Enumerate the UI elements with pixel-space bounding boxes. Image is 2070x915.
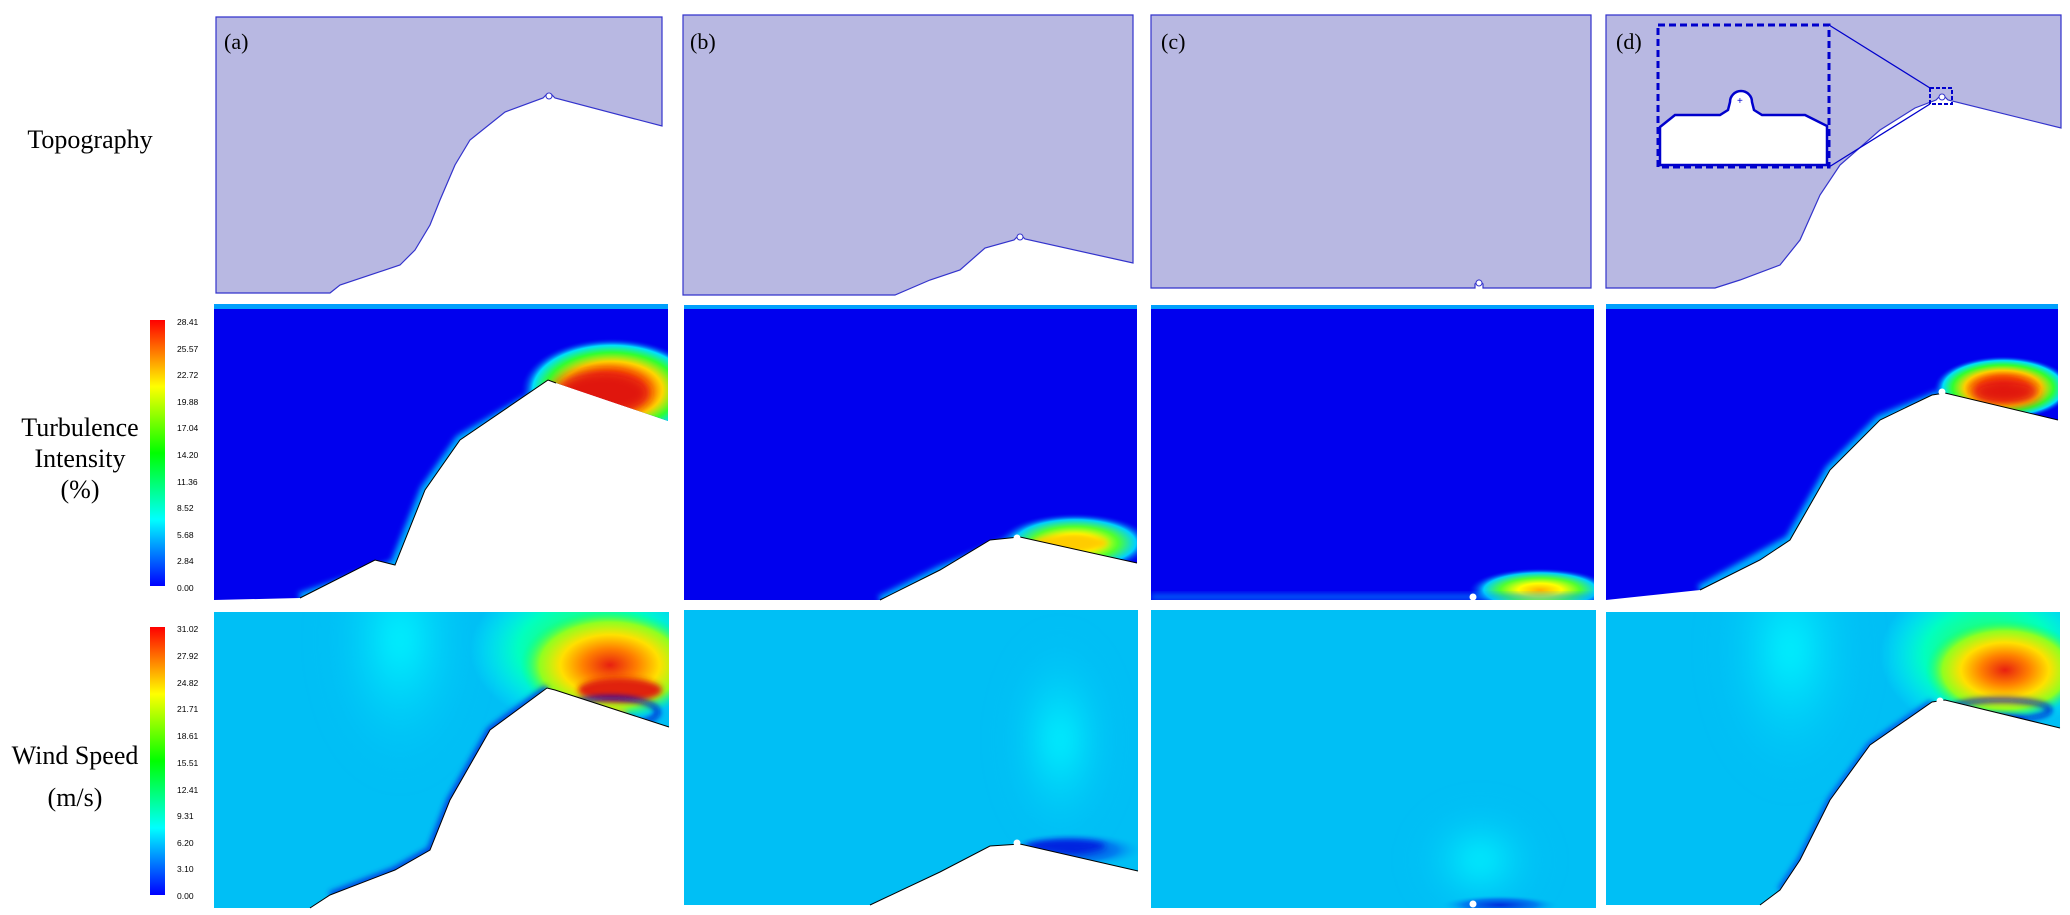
structure-marker-d xyxy=(1938,93,1946,101)
ti-tick-7: 8.52 xyxy=(177,503,194,513)
ws-tick-5: 15.51 xyxy=(177,758,199,768)
ti-tick-1: 25.57 xyxy=(177,344,199,354)
zoom-connector-top xyxy=(1828,24,1931,89)
terrain-ws-a xyxy=(309,687,670,909)
turbulence-panel-c xyxy=(1151,305,1594,600)
domain-shape-c xyxy=(1150,14,1592,289)
turbulence-panel-d xyxy=(1606,304,2058,600)
ws-tick-3: 21.71 xyxy=(177,704,199,714)
ti-tick-3: 19.88 xyxy=(177,397,199,407)
ti-tick-4: 17.04 xyxy=(177,423,199,433)
turbulence-panel-b xyxy=(684,305,1137,600)
structure-ws-c xyxy=(1469,900,1477,908)
ti-tick-0: 28.41 xyxy=(177,317,199,327)
ws-tick-9: 3.10 xyxy=(177,864,194,874)
turbulence-colorbar-strip xyxy=(150,320,165,586)
topography-panel-b: (b) xyxy=(682,14,1134,296)
terrain-ti-a xyxy=(299,379,557,599)
row-label-turbulence: Turbulence Intensity (%) xyxy=(0,412,160,505)
wind-panel-b xyxy=(684,610,1138,905)
ti-tick-5: 14.20 xyxy=(177,450,199,460)
turbulence-colorbar: 28.41 25.57 22.72 19.88 17.04 14.20 11.3… xyxy=(150,317,199,593)
ws-tick-8: 6.20 xyxy=(177,838,194,848)
ws-tick-6: 12.41 xyxy=(177,785,199,795)
terrain-ti-b xyxy=(879,536,1138,601)
row-label-wind-line2: (m/s) xyxy=(47,783,103,812)
ws-tick-7: 9.31 xyxy=(177,811,194,821)
ti-tick-10: 0.00 xyxy=(177,583,194,593)
topography-panel-d: + (d) xyxy=(1605,14,2062,289)
structure-marker-c xyxy=(1475,279,1483,287)
zoom-connector-bottom xyxy=(1828,103,1931,168)
row-label-turbulence-line2: Intensity xyxy=(34,444,126,473)
ti-tick-6: 11.36 xyxy=(177,477,198,487)
terrain-ws-b xyxy=(869,843,1139,906)
structure-ti-d xyxy=(1938,388,1946,396)
panel-label-b: (b) xyxy=(690,29,716,54)
turbulence-colorbar-ticks: 28.41 25.57 22.72 19.88 17.04 14.20 11.3… xyxy=(177,317,199,593)
inset-centre-marker: + xyxy=(1737,96,1743,107)
row-label-turbulence-line3: (%) xyxy=(60,475,100,504)
row-label-turbulence-line1: Turbulence xyxy=(21,413,139,442)
domain-shape-a xyxy=(215,16,663,294)
wind-panel-c xyxy=(1151,610,1596,908)
panel-label-a: (a) xyxy=(224,29,248,54)
ti-tick-8: 5.68 xyxy=(177,530,194,540)
structure-ws-b xyxy=(1013,839,1021,847)
ws-tick-2: 24.82 xyxy=(177,678,199,688)
wind-colorbar: 31.02 27.92 24.82 21.71 18.61 15.51 12.4… xyxy=(150,624,199,901)
zoom-source-box xyxy=(1929,87,1953,105)
ti-tick-9: 2.84 xyxy=(177,556,194,566)
wind-colorbar-strip xyxy=(150,627,165,895)
ws-tick-1: 27.92 xyxy=(177,651,199,661)
row-label-wind-speed: Wind Speed (m/s) xyxy=(0,735,150,819)
ws-tick-4: 18.61 xyxy=(177,731,199,741)
panel-label-d: (d) xyxy=(1616,29,1642,54)
ws-tick-0: 31.02 xyxy=(177,624,199,634)
structure-ws-d xyxy=(1936,697,1944,705)
structure-ti-b xyxy=(1013,534,1021,542)
wind-colorbar-ticks: 31.02 27.92 24.82 21.71 18.61 15.51 12.4… xyxy=(177,624,199,901)
ti-tick-2: 22.72 xyxy=(177,370,199,380)
row-label-wind-line1: Wind Speed xyxy=(11,741,139,770)
structure-ti-a xyxy=(548,384,556,392)
topography-panel-c: (c) xyxy=(1150,14,1592,289)
panel-label-c: (c) xyxy=(1161,29,1185,54)
ws-tick-10: 0.00 xyxy=(177,891,194,901)
domain-shape-b xyxy=(682,14,1134,296)
turbulence-panel-a xyxy=(214,304,668,600)
topography-panel-a: (a) xyxy=(215,16,663,294)
structure-marker-a xyxy=(545,92,553,100)
inset-terrain xyxy=(1658,89,1829,167)
structure-ws-a xyxy=(545,691,553,699)
structure-ti-c xyxy=(1469,593,1477,601)
structure-marker-b xyxy=(1016,233,1024,241)
row-label-topography: Topography xyxy=(27,125,153,154)
